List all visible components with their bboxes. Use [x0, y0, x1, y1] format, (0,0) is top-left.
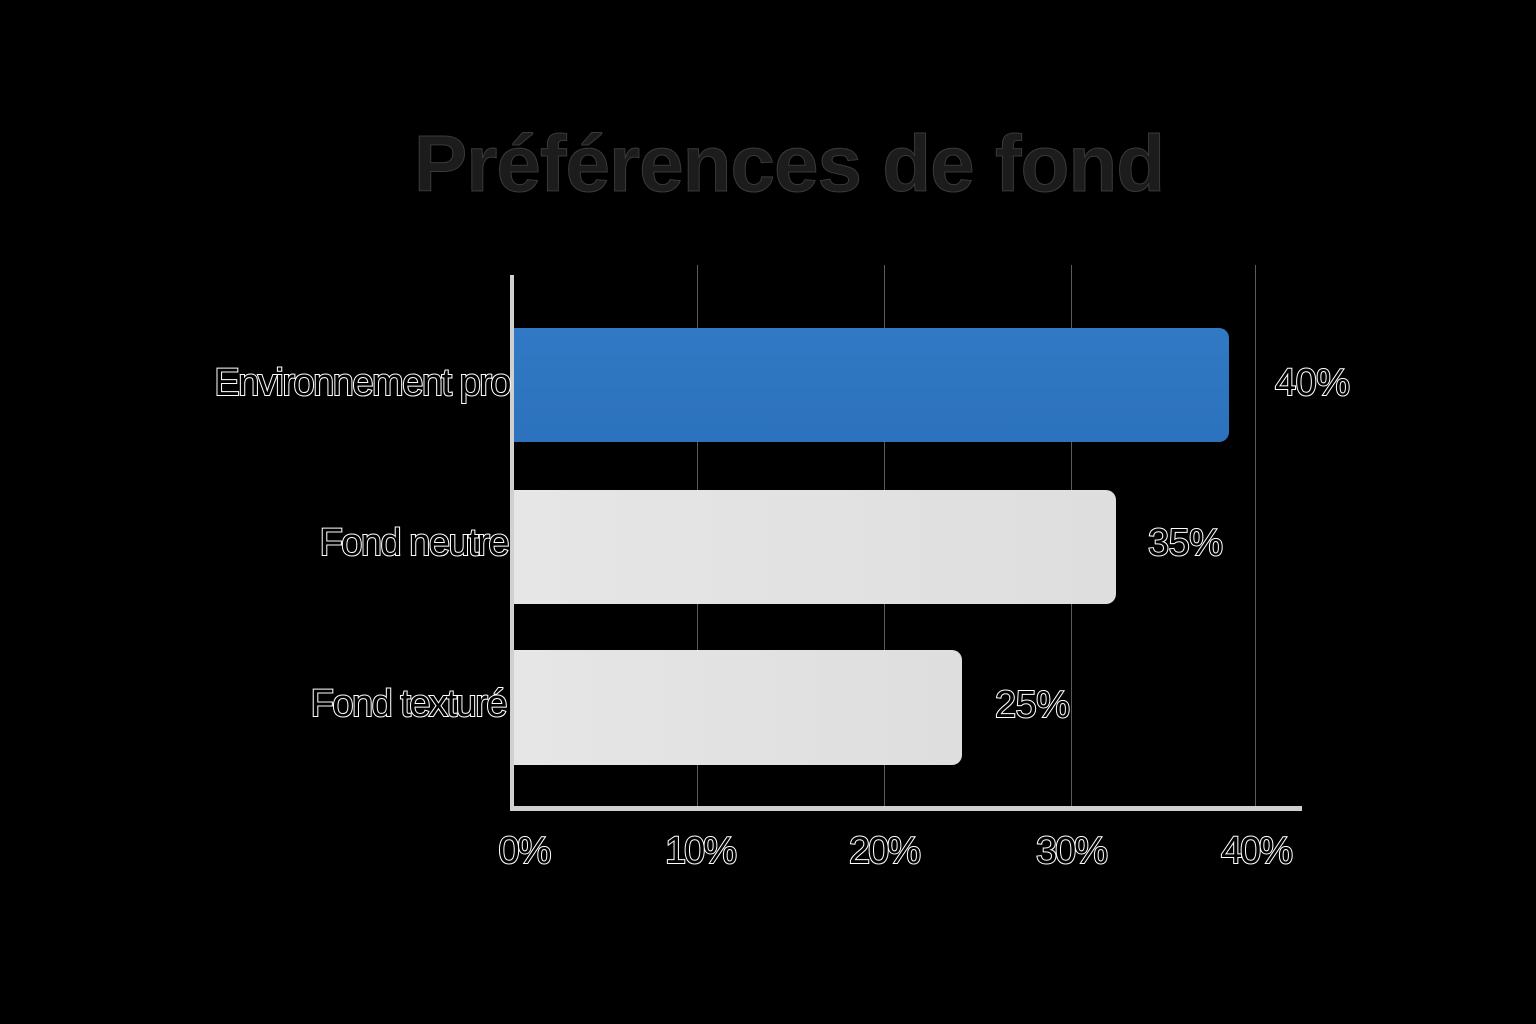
- x-tick-label: 0%: [498, 829, 553, 873]
- x-axis: [510, 806, 1302, 811]
- value-label: 25%: [994, 683, 1071, 727]
- category-label: Fond neutre: [319, 521, 511, 565]
- x-tick-label: 40%: [1220, 829, 1294, 873]
- gridline-40: [1255, 265, 1256, 808]
- category-label: Fond texturé: [310, 682, 509, 726]
- category-label: Environnement pro: [213, 361, 512, 405]
- x-tick-label: 20%: [848, 829, 922, 873]
- bar-fond-neutre: [513, 490, 1116, 604]
- bar-fond-texture: [513, 650, 962, 765]
- value-label: 40%: [1274, 361, 1351, 405]
- y-axis: [510, 275, 514, 811]
- value-label: 35%: [1147, 521, 1224, 565]
- x-tick-label: 10%: [664, 829, 738, 873]
- x-tick-label: 30%: [1035, 829, 1109, 873]
- chart-title: Préférences de fond: [413, 119, 1165, 209]
- bar-environnement-pro: [513, 328, 1229, 442]
